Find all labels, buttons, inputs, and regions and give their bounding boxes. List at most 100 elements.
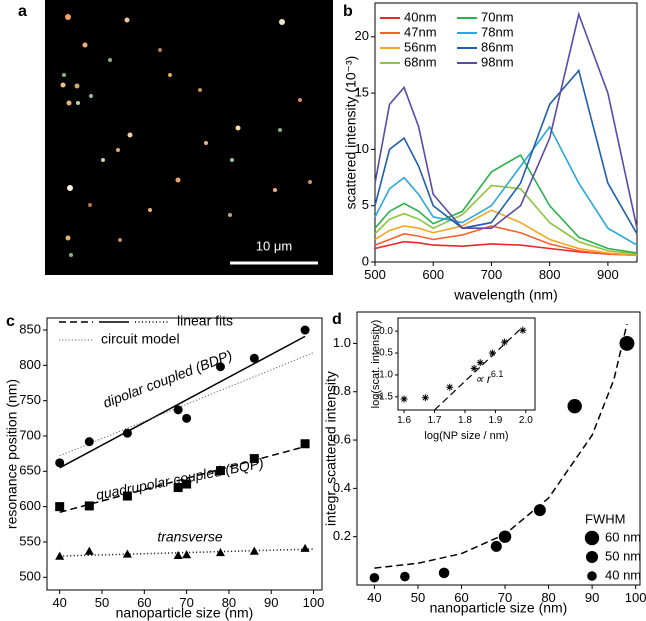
legend-label: 40nm [404,9,437,24]
marker [438,567,450,579]
annotation: quadrupolar coupled (BQP) [95,455,265,503]
y-tick-label: 0 [362,253,369,268]
marker [122,491,132,501]
spectrum [374,225,638,257]
x-axis-label: wavelength (nm) [453,287,558,303]
spectrum [374,11,638,230]
x-tick-label: 70 [498,590,512,605]
plot-frame [356,311,641,586]
y-tick-label: 1.0 [333,335,351,350]
marker [300,439,310,449]
x-tick-label: 500 [364,267,386,282]
x-tick-label: 100 [625,590,646,605]
x-axis-label: nanoparticle size (nm) [116,605,254,621]
marker [173,483,183,493]
marker [84,501,94,511]
x-tick-label: 50 [411,590,425,605]
marker [55,502,65,512]
marker [300,543,310,552]
y-tick-label: 700 [19,427,41,442]
x-tick-label: 600 [422,267,444,282]
marker [488,349,496,357]
y-tick-label: -1.0 [376,370,394,381]
x-tick-label: 60 [137,595,151,610]
annotation: dipolar coupled (BDP) [101,347,235,411]
y-tick-label: 0.8 [333,383,351,398]
marker [215,362,225,372]
plot-frame [374,2,638,263]
marker [533,504,546,517]
y-axis-label: integr. scattered intensity [323,371,339,526]
scale-bar-label: 10 μm [256,238,292,253]
marker [501,338,509,346]
marker [249,454,259,464]
y-tick-label: 550 [19,533,41,548]
marker [122,549,132,558]
legend-label: 47nm [404,24,437,39]
marker [400,395,408,403]
legend-label: 56nm [404,39,437,54]
y-tick-label: -1.5 [376,391,394,402]
y-tick-label: 600 [19,498,41,513]
y-axis-label: log(scat. intensity) [370,320,382,409]
marker [249,353,259,363]
legend-label: 98nm [481,54,514,69]
marker [490,540,502,552]
marker [182,413,192,423]
x-tick-label: 800 [539,267,561,282]
spectrum [374,184,638,255]
y-tick-label: 0.6 [333,431,351,446]
marker [55,551,65,560]
x-tick-label: 1.8 [458,415,472,426]
x-tick-label: 1.6 [397,415,411,426]
marker [122,428,132,438]
y-tick-label: 0.4 [333,480,351,495]
image-background [45,0,333,275]
annotation-text: ∝ r [475,372,492,386]
y-tick-label: 15 [355,85,369,100]
annotation: transverse [157,529,223,545]
x-tick-label: 1.7 [428,415,442,426]
plot-frame [397,317,536,411]
marker [498,530,512,543]
fit-line [59,352,314,457]
y-tick-label: 500 [19,569,41,584]
x-axis-label: log(NP size / nm) [424,430,508,442]
y-tick-label: 0.2 [333,528,351,543]
size-legend-marker [587,571,597,581]
marker [519,326,527,334]
x-tick-label: 40 [52,595,66,610]
x-tick-label: 90 [264,595,278,610]
marker [215,466,225,476]
marker [446,383,454,391]
marker [619,335,635,351]
y-tick-label: 800 [19,357,41,372]
legend-label: circuit model [101,331,180,347]
size-legend-title: FWHM [585,511,625,526]
y-tick-label: 650 [19,463,41,478]
x-tick-label: 50 [95,595,109,610]
particles [60,14,312,257]
panel-letter: c [6,313,15,330]
y-tick-label: 5 [362,197,369,212]
marker [567,399,582,414]
y-tick-label: 20 [355,28,369,43]
x-tick-label: 1.9 [488,415,502,426]
marker [84,546,94,555]
fit-line [59,335,306,469]
spectrum [374,240,638,257]
x-tick-label: 900 [597,267,619,282]
x-tick-label: 70 [179,595,193,610]
legend-label: linear fits [177,313,233,329]
y-tick-label: 850 [19,321,41,336]
x-axis-label: nanoparticle size (nm) [430,600,568,616]
size-legend-label: 60 nm [605,529,641,544]
size-legend-marker [584,530,600,546]
size-legend-label: 50 nm [605,548,641,563]
y-tick-label: 750 [19,392,41,407]
annotation-exponent: 6.1 [491,369,504,379]
marker [476,359,484,367]
marker [369,572,380,583]
spectrum [374,125,638,246]
